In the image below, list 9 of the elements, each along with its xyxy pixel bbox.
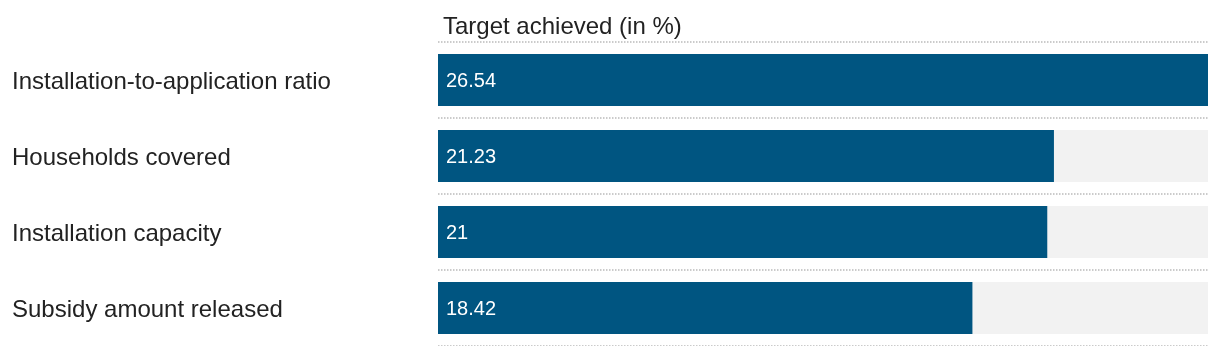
data-label: 21.23 <box>446 145 497 167</box>
chart-title: Target achieved (in %) <box>443 11 682 39</box>
data-label: 26.54 <box>446 69 497 91</box>
data-label: 18.42 <box>446 297 497 319</box>
y-tick-label: Subsidy amount released <box>12 294 283 322</box>
y-tick-label: Households covered <box>12 142 231 170</box>
data-label: 21 <box>446 221 469 243</box>
y-tick-label: Installation-to-application ratio <box>12 66 331 94</box>
y-tick-label: Installation capacity <box>12 218 222 246</box>
